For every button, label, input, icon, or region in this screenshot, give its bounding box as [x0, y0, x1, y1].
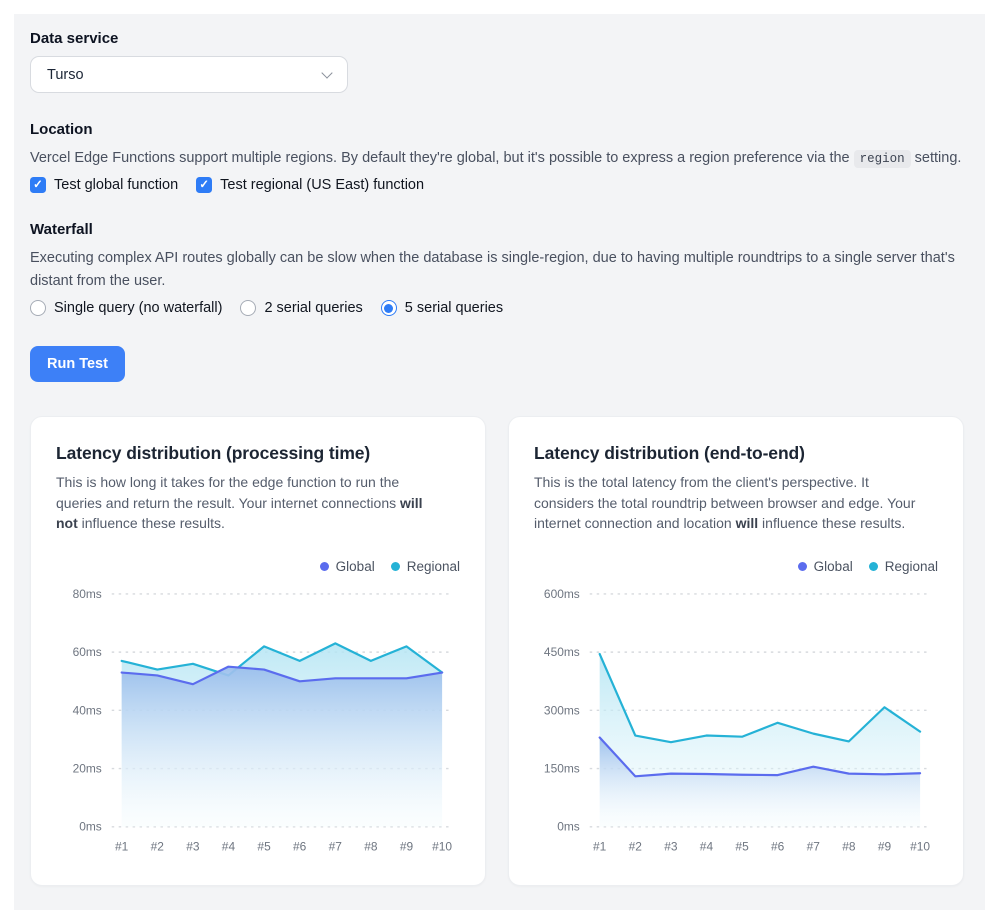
- svg-text:60ms: 60ms: [73, 645, 102, 659]
- svg-text:#1: #1: [593, 840, 607, 854]
- svg-text:40ms: 40ms: [73, 704, 102, 718]
- svg-text:#10: #10: [910, 840, 930, 854]
- svg-text:0ms: 0ms: [79, 820, 102, 834]
- location-heading: Location: [30, 121, 93, 138]
- checkbox-checked-icon[interactable]: [30, 177, 46, 194]
- svg-text:#3: #3: [664, 840, 678, 854]
- regional-series-dot-icon: [390, 562, 400, 572]
- regional-series-dot-icon: [868, 562, 878, 572]
- radio-2-serial-queries[interactable]: 2 serial queries: [240, 300, 363, 317]
- run-test-button[interactable]: Run Test: [30, 346, 125, 383]
- chart-description-suffix: influence these results.: [77, 515, 225, 531]
- data-service-heading: Data service: [30, 30, 119, 47]
- svg-text:#8: #8: [842, 840, 856, 854]
- legend-item-global: Global: [319, 559, 375, 575]
- location-description-suffix: setting.: [910, 150, 962, 166]
- chart-legend: Global Regional: [56, 559, 460, 574]
- svg-text:#10: #10: [432, 840, 452, 854]
- processing-time-chart-card: Latency distribution (processing time) T…: [30, 416, 486, 886]
- svg-text:#1: #1: [115, 840, 129, 854]
- chart-title: Latency distribution (processing time): [56, 443, 371, 464]
- benchmark-panel: Data service Turso Location Vercel Edge …: [14, 14, 985, 910]
- end-to-end-area-chart: 0ms 150ms 300ms 450ms 600ms #1 #2 #3 #4 #5 #6 #7 #8 #…: [544, 587, 930, 854]
- legend-label: Global: [813, 559, 853, 575]
- waterfall-heading: Waterfall: [30, 221, 93, 239]
- chart-description-bold: will: [735, 515, 759, 531]
- charts-row: Latency distribution (processing time) T…: [30, 416, 965, 886]
- legend-item-global: Global: [797, 559, 853, 575]
- svg-text:600ms: 600ms: [544, 587, 580, 601]
- svg-text:#2: #2: [629, 840, 643, 854]
- svg-text:#5: #5: [257, 840, 271, 854]
- chart-description-text: This is the total latency from the clien…: [534, 474, 916, 531]
- data-service-select[interactable]: Turso: [30, 56, 348, 93]
- chart-description: This is how long it takes for the edge f…: [56, 472, 442, 533]
- data-service-selected-value: Turso: [47, 66, 84, 83]
- chart-description-suffix: influence these results.: [758, 515, 906, 531]
- chart-description-bold: will not: [56, 494, 423, 531]
- legend-label: Regional: [884, 559, 938, 575]
- svg-text:0ms: 0ms: [557, 820, 580, 834]
- legend-label: Global: [335, 559, 375, 575]
- processing-time-area-chart: 0ms 20ms 40ms 60ms 80ms #1 #2 #3 #4 #5 #6 #7 #8 #9 #10: [73, 587, 453, 854]
- radio-5-serial-queries[interactable]: 5 serial queries: [380, 300, 504, 317]
- location-description-text: Vercel Edge Functions support multiple r…: [30, 150, 854, 166]
- svg-text:#4: #4: [222, 840, 236, 854]
- global-series-dot-icon: [319, 562, 329, 572]
- svg-text:450ms: 450ms: [544, 645, 580, 659]
- region-code-chip: region: [853, 150, 911, 168]
- radio-icon[interactable]: [30, 300, 46, 317]
- svg-text:#2: #2: [151, 840, 165, 854]
- checkbox-checked-icon[interactable]: [196, 177, 213, 194]
- svg-text:300ms: 300ms: [544, 704, 580, 718]
- svg-text:#3: #3: [186, 840, 200, 854]
- svg-text:#7: #7: [807, 840, 821, 854]
- radio-label: Single query (no waterfall): [54, 300, 223, 317]
- chart-description-text: This is how long it takes for the edge f…: [56, 474, 400, 511]
- radio-label: 2 serial queries: [264, 300, 363, 317]
- svg-text:20ms: 20ms: [73, 762, 102, 776]
- legend-item-regional: Regional: [868, 559, 938, 575]
- checkbox-test-regional-function[interactable]: Test regional (US East) function: [196, 177, 425, 194]
- waterfall-radio-row: Single query (no waterfall) 2 serial que…: [30, 300, 965, 317]
- radio-label: 5 serial queries: [404, 300, 504, 317]
- chart-description: This is the total latency from the clien…: [534, 472, 920, 533]
- checkbox-label: Test global function: [54, 177, 179, 194]
- svg-text:#9: #9: [400, 840, 414, 854]
- svg-text:150ms: 150ms: [544, 762, 580, 776]
- svg-text:#6: #6: [293, 840, 307, 854]
- checkbox-test-global-function[interactable]: Test global function: [30, 177, 179, 194]
- svg-text:#4: #4: [700, 840, 714, 854]
- svg-text:#5: #5: [735, 840, 749, 854]
- location-checkbox-row: Test global function Test regional (US E…: [30, 177, 965, 194]
- end-to-end-chart-card: Latency distribution (end-to-end) This i…: [508, 416, 964, 886]
- chevron-down-icon: [322, 69, 333, 80]
- chart-title: Latency distribution (end-to-end): [534, 443, 805, 464]
- svg-text:80ms: 80ms: [73, 587, 102, 601]
- svg-text:#7: #7: [329, 840, 343, 854]
- radio-icon[interactable]: [380, 300, 397, 317]
- legend-item-regional: Regional: [390, 559, 460, 575]
- global-series-dot-icon: [797, 562, 807, 572]
- chart-legend: Global Regional: [534, 559, 938, 574]
- waterfall-description: Executing complex API routes globally ca…: [30, 250, 955, 289]
- radio-icon[interactable]: [240, 300, 257, 317]
- svg-text:#8: #8: [364, 840, 378, 854]
- legend-label: Regional: [406, 559, 460, 575]
- location-description: Vercel Edge Functions support multiple r…: [30, 147, 965, 169]
- svg-text:#6: #6: [771, 840, 785, 854]
- svg-text:#9: #9: [878, 840, 892, 854]
- checkbox-label: Test regional (US East) function: [220, 177, 425, 194]
- radio-single-query[interactable]: Single query (no waterfall): [30, 300, 223, 317]
